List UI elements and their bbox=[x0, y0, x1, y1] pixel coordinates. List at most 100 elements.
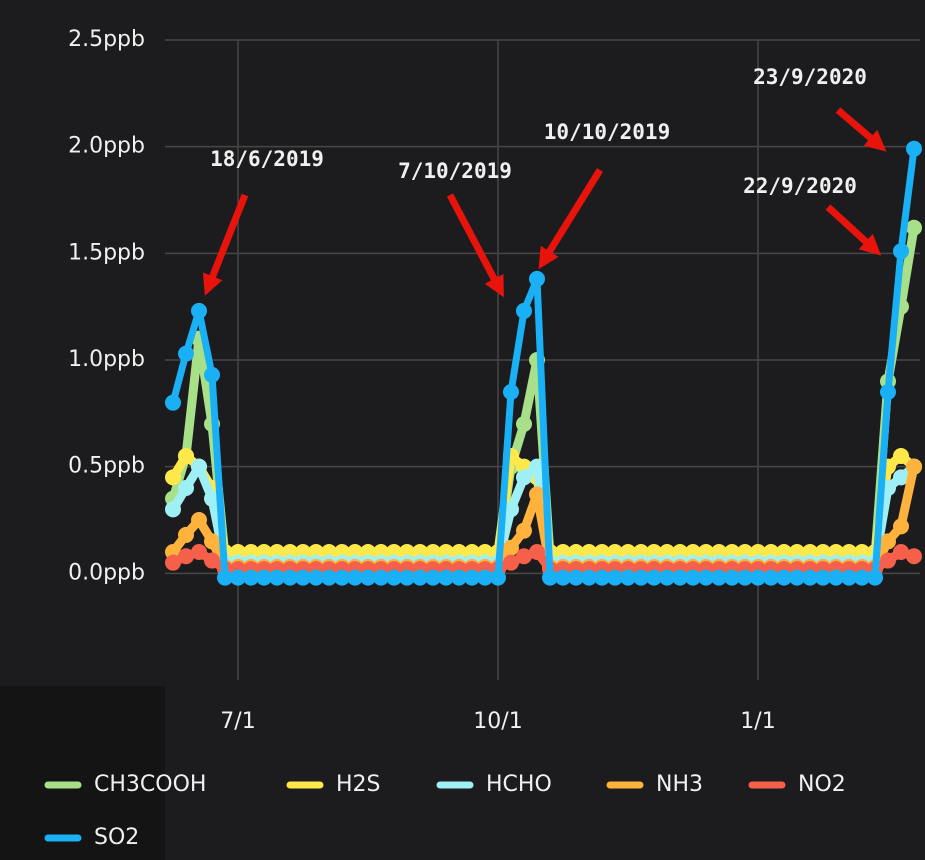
legend-label: HCHO bbox=[486, 772, 552, 797]
legend-label: SO2 bbox=[94, 825, 139, 850]
data-point bbox=[711, 569, 727, 586]
annotation: 18/6/2019 bbox=[210, 147, 324, 171]
data-point bbox=[529, 544, 545, 560]
data-point bbox=[360, 569, 376, 586]
data-point bbox=[607, 569, 623, 586]
data-point bbox=[204, 552, 220, 569]
data-point bbox=[165, 469, 181, 486]
data-point bbox=[282, 569, 298, 586]
annotation: 23/9/2020 bbox=[753, 65, 867, 89]
data-point bbox=[477, 569, 493, 586]
data-point bbox=[178, 480, 194, 496]
data-point bbox=[399, 569, 415, 586]
data-point bbox=[906, 458, 922, 475]
data-point bbox=[555, 569, 571, 586]
data-point bbox=[516, 302, 532, 319]
y-tick-label: 0.0ppb bbox=[68, 560, 145, 585]
data-point bbox=[594, 569, 610, 586]
data-point bbox=[893, 243, 909, 260]
data-point bbox=[308, 569, 324, 586]
y-tick-label: 1.0ppb bbox=[68, 347, 145, 372]
data-point bbox=[412, 569, 428, 586]
data-point bbox=[386, 569, 402, 586]
data-point bbox=[165, 501, 181, 518]
data-point bbox=[425, 569, 441, 586]
data-point bbox=[503, 554, 519, 571]
y-tick-label: 0.5ppb bbox=[68, 454, 145, 479]
data-point bbox=[880, 384, 896, 400]
x-tick-label: 7/1 bbox=[220, 709, 255, 734]
data-point bbox=[542, 569, 558, 586]
data-point bbox=[815, 569, 831, 586]
data-point bbox=[906, 548, 922, 565]
axis-corner bbox=[0, 686, 165, 860]
data-point bbox=[568, 569, 584, 586]
data-point bbox=[516, 548, 532, 565]
legend-label: CH3COOH bbox=[94, 772, 206, 797]
data-point bbox=[893, 448, 909, 464]
data-point bbox=[672, 569, 688, 586]
data-point bbox=[191, 512, 207, 528]
data-point bbox=[451, 569, 467, 586]
x-tick-label: 10/1 bbox=[473, 709, 522, 734]
data-point bbox=[906, 219, 922, 236]
legend-label: NH3 bbox=[656, 772, 703, 797]
data-point bbox=[893, 469, 909, 486]
data-point bbox=[516, 469, 532, 486]
data-point bbox=[295, 569, 311, 586]
y-tick-label: 2.5ppb bbox=[68, 27, 145, 52]
y-tick-label: 2.0ppb bbox=[68, 134, 145, 159]
data-point bbox=[633, 569, 649, 586]
data-point bbox=[763, 569, 779, 586]
data-point bbox=[503, 501, 519, 518]
data-point bbox=[516, 416, 532, 432]
data-point bbox=[217, 569, 233, 586]
data-point bbox=[347, 569, 363, 586]
data-point bbox=[529, 270, 545, 287]
data-point bbox=[880, 552, 896, 569]
arrow bbox=[538, 168, 603, 270]
annotation: 7/10/2019 bbox=[398, 159, 512, 183]
data-point bbox=[438, 569, 454, 586]
data-point bbox=[698, 569, 714, 586]
data-point bbox=[776, 569, 792, 586]
data-point bbox=[256, 569, 272, 586]
data-point bbox=[230, 569, 246, 586]
legend-label: NO2 bbox=[798, 772, 846, 797]
data-point bbox=[529, 486, 545, 503]
data-point bbox=[828, 569, 844, 586]
data-point bbox=[178, 345, 194, 362]
annotation-arrows bbox=[202, 107, 887, 298]
data-point bbox=[178, 526, 194, 543]
data-point bbox=[269, 569, 285, 586]
annotation: 22/9/2020 bbox=[743, 174, 857, 198]
data-point bbox=[802, 569, 818, 586]
data-point bbox=[204, 490, 220, 507]
data-point bbox=[373, 569, 389, 586]
data-point bbox=[204, 366, 220, 383]
data-point bbox=[191, 458, 207, 475]
data-point bbox=[165, 394, 181, 411]
data-point bbox=[165, 554, 181, 571]
arrow bbox=[835, 107, 887, 152]
data-point bbox=[516, 522, 532, 539]
data-point bbox=[464, 569, 480, 586]
data-point bbox=[191, 302, 207, 319]
data-point bbox=[243, 569, 259, 586]
data-point bbox=[581, 569, 597, 586]
data-point bbox=[893, 518, 909, 535]
legend-label: H2S bbox=[336, 772, 381, 797]
data-point bbox=[854, 569, 870, 586]
data-point bbox=[321, 569, 337, 586]
data-point bbox=[178, 548, 194, 565]
annotation: 10/10/2019 bbox=[544, 120, 670, 144]
data-point bbox=[529, 458, 545, 475]
arrow bbox=[202, 193, 249, 296]
data-point bbox=[646, 569, 662, 586]
data-point bbox=[334, 569, 350, 586]
data-point bbox=[867, 569, 883, 586]
data-point bbox=[893, 544, 909, 560]
data-point bbox=[503, 539, 519, 556]
data-point bbox=[750, 569, 766, 586]
